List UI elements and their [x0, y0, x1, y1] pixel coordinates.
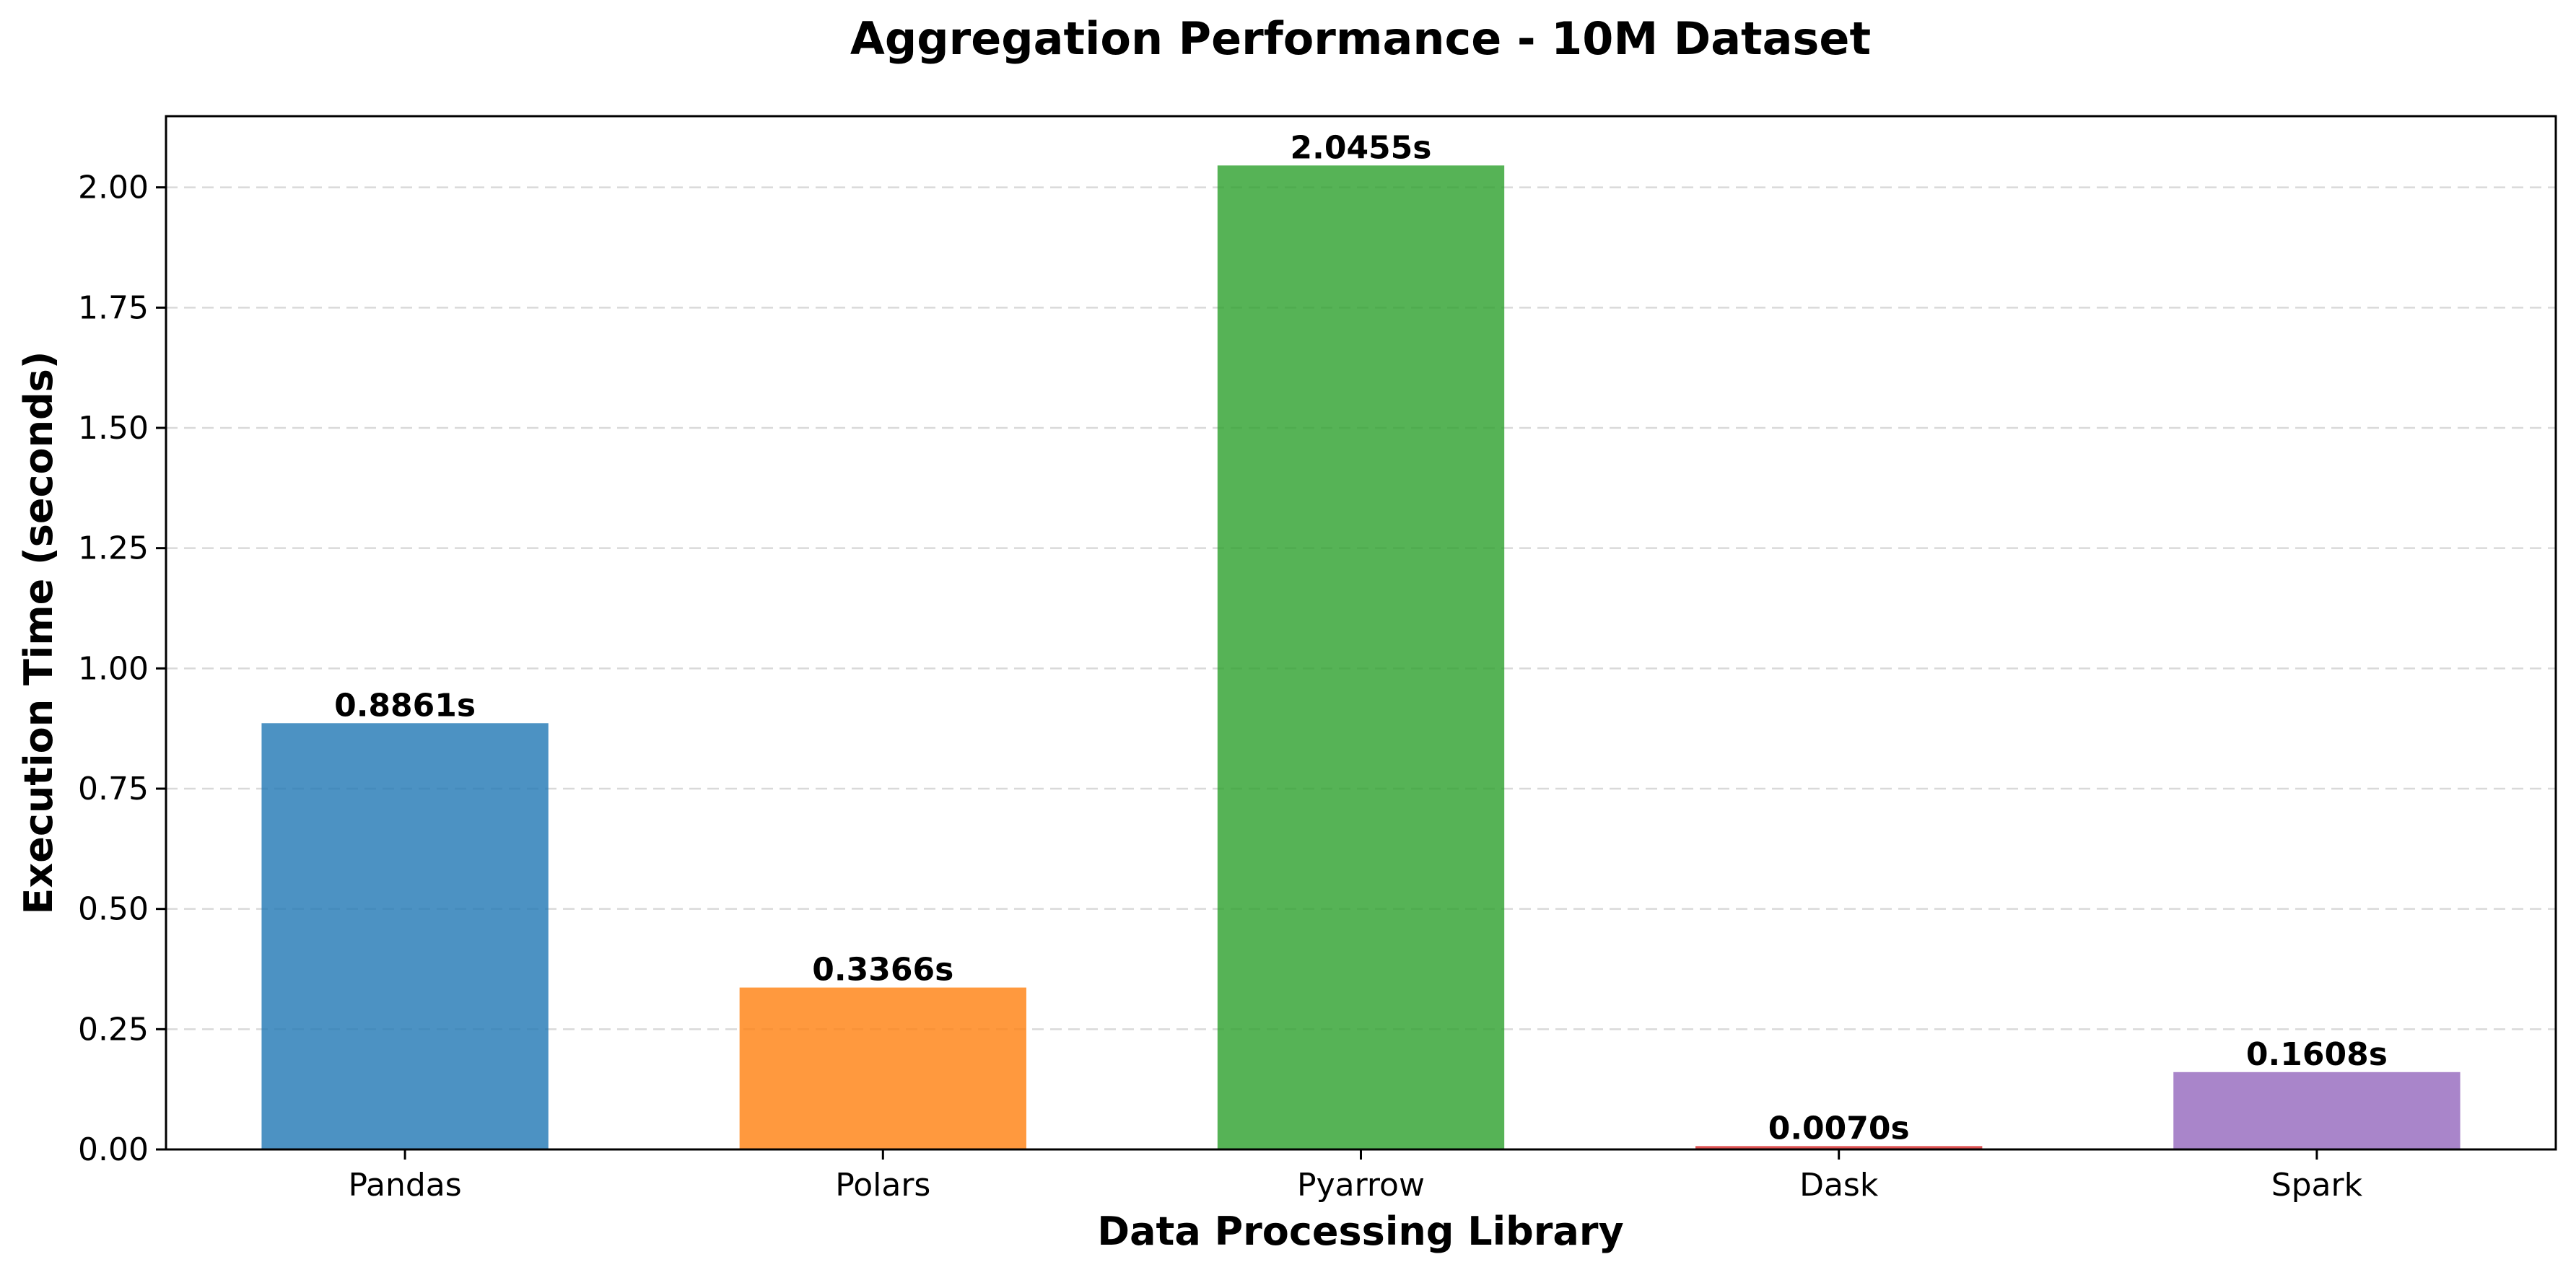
x-axis-ticks: Pandas Polars Pyarrow Dask Spark: [348, 1149, 2363, 1204]
bar-pandas: [261, 723, 549, 1149]
data-label-spark: 0.1608s: [2246, 1036, 2388, 1073]
data-label-polars: 0.3366s: [812, 952, 953, 989]
y-axis-label: Execution Time (seconds): [16, 351, 61, 915]
x-tick-label-pyarrow: Pyarrow: [1297, 1167, 1425, 1204]
bar-pyarrow: [1217, 165, 1505, 1149]
data-label-pandas: 0.8861s: [334, 687, 476, 724]
y-tick-label: 1.50: [78, 410, 149, 447]
y-axis-ticks: 0.00 0.25 0.50 0.75 1.00 1.25 1.50 1.75 2.00: [78, 170, 166, 1168]
x-tick-label-polars: Polars: [835, 1167, 930, 1204]
data-label-dask: 0.0070s: [1768, 1110, 1910, 1147]
x-axis-label: Data Processing Library: [1097, 1209, 1623, 1254]
bar-spark: [2173, 1072, 2461, 1149]
bar-dask: [1695, 1146, 1983, 1149]
x-tick-label-dask: Dask: [1799, 1167, 1879, 1204]
x-tick-label-pandas: Pandas: [348, 1167, 461, 1204]
bar-polars: [739, 987, 1026, 1149]
data-labels: 0.8861s 0.3366s 2.0455s 0.0070s 0.1608s: [334, 129, 2388, 1147]
y-tick-label: 1.00: [78, 650, 149, 687]
y-tick-label: 1.25: [78, 530, 149, 567]
y-tick-label: 0.00: [78, 1131, 149, 1168]
y-tick-label: 2.00: [78, 170, 149, 206]
y-tick-label: 0.50: [78, 891, 149, 928]
y-tick-label: 0.25: [78, 1011, 149, 1048]
bars: [261, 165, 2461, 1149]
data-label-pyarrow: 2.0455s: [1291, 129, 1432, 166]
x-tick-label-spark: Spark: [2271, 1167, 2363, 1204]
chart-title: Aggregation Performance - 10M Dataset: [850, 12, 1871, 65]
y-tick-label: 1.75: [78, 289, 149, 326]
y-tick-label: 0.75: [78, 771, 149, 807]
